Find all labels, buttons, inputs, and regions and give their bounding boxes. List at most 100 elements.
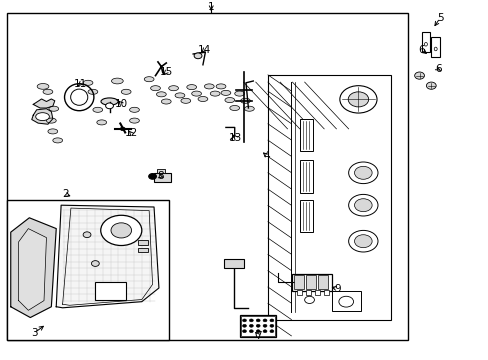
Circle shape [269,324,273,327]
Ellipse shape [129,107,139,112]
Bar [7,13,407,340]
Text: 9: 9 [333,284,340,294]
Ellipse shape [97,120,106,125]
Ellipse shape [210,91,220,96]
Bar [138,248,148,252]
Circle shape [269,319,273,322]
Ellipse shape [111,78,123,84]
Polygon shape [19,229,46,310]
Bar [138,240,148,245]
Ellipse shape [234,91,244,96]
Ellipse shape [83,80,93,85]
Circle shape [338,296,353,307]
Ellipse shape [204,84,214,89]
Circle shape [348,194,377,216]
Bar [239,315,276,337]
Bar [305,290,310,295]
Text: 2: 2 [62,189,69,199]
Circle shape [249,330,253,333]
Polygon shape [33,99,55,108]
Circle shape [242,324,246,327]
Ellipse shape [161,99,171,104]
Circle shape [348,230,377,252]
Ellipse shape [36,113,49,121]
Text: 15: 15 [159,67,173,77]
Ellipse shape [53,138,62,143]
Ellipse shape [49,106,59,111]
Bar [224,259,243,268]
Polygon shape [56,205,159,308]
Circle shape [91,261,99,266]
Text: 12: 12 [124,128,138,138]
Ellipse shape [150,86,160,91]
Circle shape [249,324,253,327]
Ellipse shape [156,92,166,97]
Circle shape [414,72,424,79]
Ellipse shape [181,98,190,103]
Circle shape [354,235,371,248]
Ellipse shape [37,84,49,89]
Ellipse shape [191,91,201,96]
Circle shape [256,319,260,322]
Circle shape [148,174,156,179]
Circle shape [242,319,246,322]
Ellipse shape [221,90,230,95]
Ellipse shape [240,98,250,103]
Ellipse shape [244,106,254,111]
Ellipse shape [186,85,196,90]
Ellipse shape [168,86,178,91]
Bar [95,282,125,300]
Text: 3: 3 [31,328,38,338]
Bar [267,75,390,320]
Circle shape [120,127,125,131]
Text: 6: 6 [417,45,424,55]
Text: 14: 14 [197,45,211,55]
Text: 10: 10 [115,99,127,109]
Bar [299,200,313,232]
Circle shape [263,324,266,327]
Ellipse shape [129,118,139,123]
Circle shape [339,86,376,113]
Ellipse shape [88,89,98,94]
Text: 7: 7 [254,330,261,341]
Bar [294,275,304,289]
Ellipse shape [48,129,58,134]
Bar [323,290,328,295]
Bar [299,160,313,193]
Text: 5: 5 [436,13,443,23]
Bar [297,290,302,295]
Ellipse shape [175,93,184,98]
Ellipse shape [224,98,234,103]
Circle shape [194,53,202,59]
Ellipse shape [144,77,154,82]
Circle shape [105,103,113,109]
Bar [317,275,327,289]
Text: 1: 1 [207,2,214,12]
Circle shape [347,92,368,107]
Polygon shape [32,109,53,124]
Bar [292,274,331,291]
Circle shape [354,199,371,212]
Ellipse shape [216,84,225,89]
Ellipse shape [43,89,53,94]
Bar [7,200,168,340]
Circle shape [269,330,273,333]
Circle shape [348,162,377,184]
Bar [421,32,429,52]
Text: 11: 11 [74,78,87,89]
Bar [305,275,315,289]
Bar [331,291,360,311]
Circle shape [354,166,371,179]
Polygon shape [11,218,56,318]
Bar [241,316,274,336]
Bar [299,119,313,151]
Circle shape [83,232,91,238]
Text: 13: 13 [228,132,242,143]
Text: 6: 6 [434,64,441,74]
Circle shape [256,324,260,327]
Circle shape [263,330,266,333]
Circle shape [304,296,314,303]
Bar [430,37,439,57]
Text: 8: 8 [157,171,163,181]
Ellipse shape [121,89,131,94]
